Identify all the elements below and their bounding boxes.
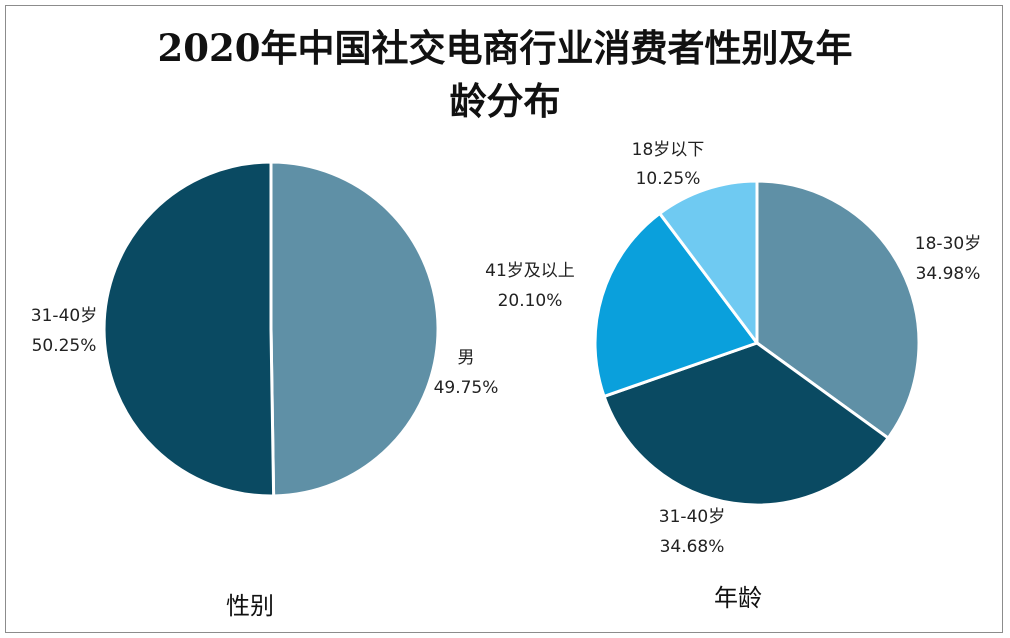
label-41plus-value: 20.10% xyxy=(498,291,563,311)
chart-title: 2020年中国社交电商行业消费者性别及年 龄分布 xyxy=(0,22,1010,128)
label-31-40-name: 31-40岁 xyxy=(659,507,725,527)
age-slice-1 xyxy=(602,341,890,507)
age-slice-3 xyxy=(658,179,759,345)
chart-title-line-1: 2020年中国社交电商行业消费者性别及年 xyxy=(157,26,853,70)
label-18-30-value: 34.98% xyxy=(916,264,981,284)
label-under18-value: 10.25% xyxy=(636,169,701,189)
label-41plus-name: 41岁及以上 xyxy=(485,261,575,281)
label-18-30-name: 18-30岁 xyxy=(915,234,981,254)
gender-subtitle: 性别 xyxy=(226,592,274,620)
age-slice-2 xyxy=(593,211,759,398)
label-under18-name: 18岁以下 xyxy=(632,140,705,160)
label-male-name: 男 xyxy=(458,348,475,368)
label-31-40-value: 34.68% xyxy=(660,537,725,557)
gender-slice-1 xyxy=(102,160,276,498)
gender-pie xyxy=(102,160,440,498)
label-male-value: 49.75% xyxy=(434,378,499,398)
label-female-name: 31-40岁 xyxy=(31,306,97,326)
age-pie xyxy=(593,179,921,507)
label-female-value: 50.25% xyxy=(32,336,97,356)
age-slice-0 xyxy=(755,179,921,440)
age-subtitle: 年龄 xyxy=(714,584,762,612)
gender-slice-0 xyxy=(269,160,440,498)
chart-title-line-2: 龄分布 xyxy=(449,79,561,123)
